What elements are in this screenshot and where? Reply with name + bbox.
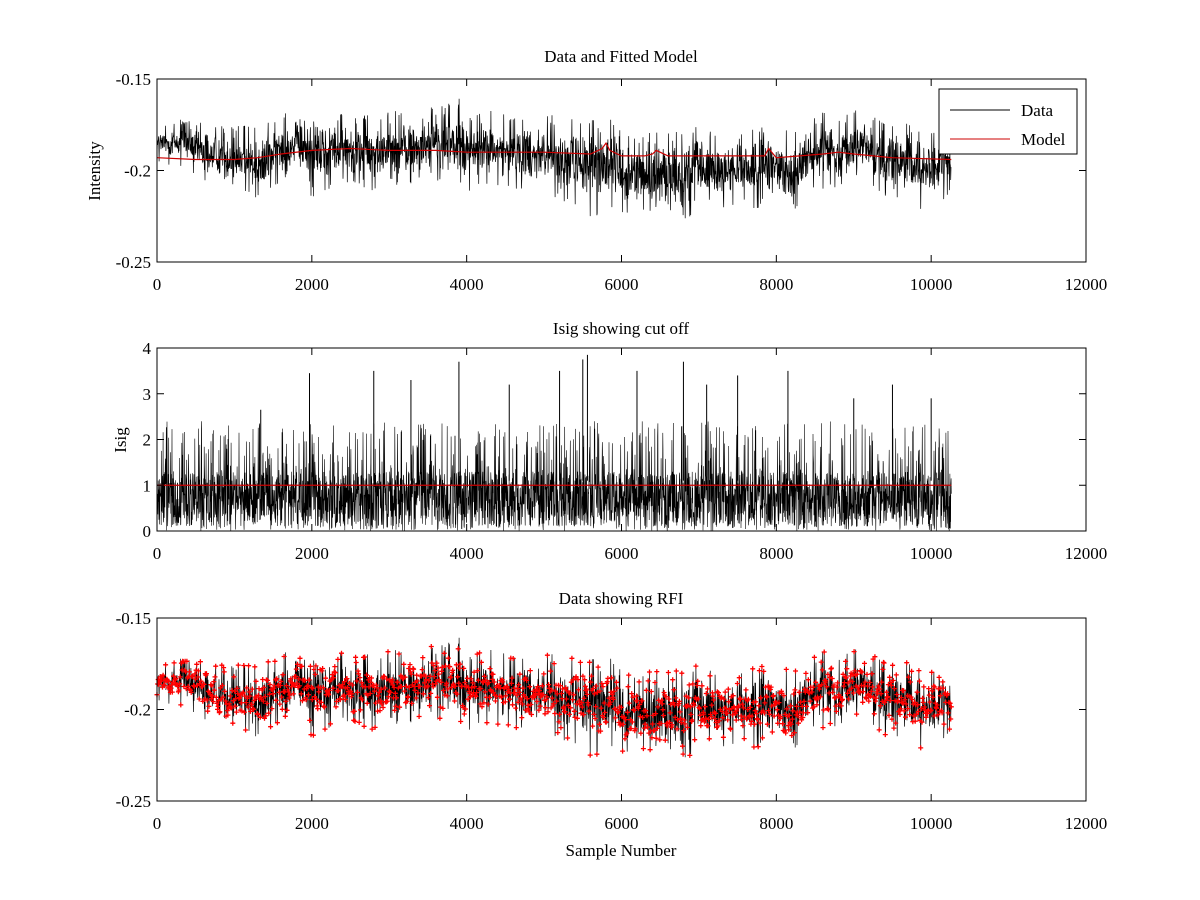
x-tick-label: 8000 [759, 275, 793, 294]
chart-title: Data and Fitted Model [544, 47, 698, 66]
y-tick-label: -0.25 [116, 253, 151, 272]
plot-area [156, 98, 952, 219]
axis-ticks: 0 2000 4000 6000 8000 10000 12000 -0.15 -0.2 -0.2… [116, 70, 1108, 294]
y-tick-label: 3 [143, 385, 152, 404]
legend: Data Model [938, 88, 1078, 155]
x-tick-label: 2000 [295, 814, 329, 833]
plot-area [156, 354, 952, 531]
x-tick-label: 2000 [295, 544, 329, 563]
x-tick-label: 2000 [295, 275, 329, 294]
panel-data-and-fitted-model: Data and Fitted Model Intensity 0 2000 400… [85, 47, 1107, 294]
x-tick-label: 12000 [1065, 275, 1108, 294]
y-tick-label: -0.15 [116, 70, 151, 89]
x-tick-label: 4000 [450, 275, 484, 294]
x-tick-label: 8000 [759, 544, 793, 563]
x-tick-label: 10000 [910, 275, 953, 294]
y-tick-label: -0.2 [124, 162, 151, 181]
legend-box [938, 88, 1078, 155]
x-tick-label: 12000 [1065, 544, 1108, 563]
x-axis-label: Sample Number [566, 841, 677, 860]
x-tick-label: 6000 [605, 814, 639, 833]
x-tick-label: 10000 [910, 814, 953, 833]
chart-title: Data showing RFI [559, 589, 684, 608]
x-tick-label: 0 [153, 544, 162, 563]
legend-data-label: Data [1021, 101, 1054, 120]
x-tick-label: 4000 [450, 544, 484, 563]
y-tick-label: 0 [143, 522, 152, 541]
legend-model-label: Model [1021, 130, 1066, 149]
panel-isig-showing-cut-off: Isig showing cut off Isig 0 2000 4000 6000 8… [111, 319, 1107, 563]
x-tick-label: 8000 [759, 814, 793, 833]
series-model-line [156, 141, 952, 161]
x-tick-label: 6000 [605, 544, 639, 563]
x-tick-label: 10000 [910, 544, 953, 563]
axis-ticks: 0 2000 4000 6000 8000 10000 12000 -0.15 -0.2 -0.2… [116, 609, 1108, 833]
series-isig-line [156, 421, 952, 531]
panel-data-showing-rfi: Data showing RFI Sample Number 0 2000 4000… [116, 589, 1108, 860]
y-axis-label: Intensity [85, 141, 104, 201]
x-tick-label: 0 [153, 814, 162, 833]
y-tick-label: -0.2 [124, 701, 151, 720]
x-tick-label: 4000 [450, 814, 484, 833]
y-tick-label: -0.25 [116, 792, 151, 811]
axis-ticks: 0 2000 4000 6000 8000 10000 12000 0 1 2 3 4 [143, 339, 1108, 563]
y-axis-label: Isig [111, 427, 130, 453]
y-tick-label: 2 [143, 431, 152, 450]
y-tick-label: 4 [143, 339, 152, 358]
x-tick-label: 0 [153, 275, 162, 294]
y-tick-label: -0.15 [116, 609, 151, 628]
x-tick-label: 6000 [605, 275, 639, 294]
chart-title: Isig showing cut off [553, 319, 689, 338]
y-tick-label: 1 [143, 476, 152, 495]
x-tick-label: 12000 [1065, 814, 1108, 833]
